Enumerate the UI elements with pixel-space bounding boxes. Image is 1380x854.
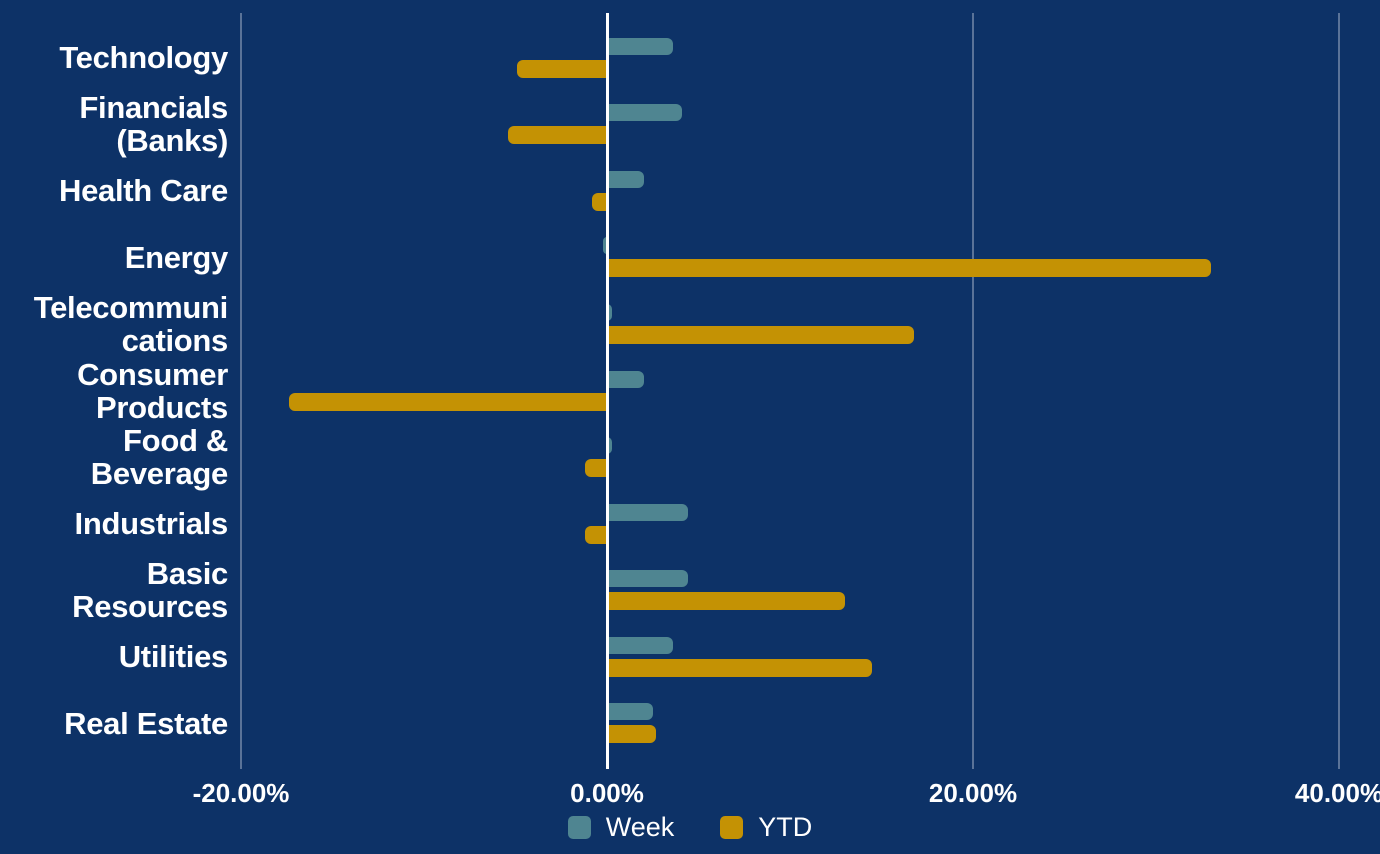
bar-ytd-food-beverage [585,459,607,478]
bar-week-industrials [607,503,688,521]
bar-week-consumer-products [607,370,644,388]
bar-ytd-energy [607,259,1211,278]
x-tick-label-0-00: 0.00% [570,778,644,808]
legend-swatch-week-icon [567,816,591,839]
legend-item-week: Week [567,812,675,843]
bar-week-utilities [607,636,673,654]
category-label-energy: Energy [124,239,229,275]
category-label-telecommuni-cations: Telecommuni cations [33,289,229,358]
category-label-technology: Technology [59,40,228,76]
category-label-industrials: Industrials [74,506,229,542]
zero-axis-line [605,13,609,769]
category-label-basic-resources: Basic Resources [72,556,228,625]
legend-label-week: Week [605,812,675,842]
bar-ytd-consumer-products [288,392,607,411]
x-tick-label-20-00: 20.00% [928,778,1018,808]
bar-week-energy [603,237,607,255]
gridline-20-00 [972,13,974,769]
legend-swatch-ytd-icon [720,816,744,839]
bar-ytd-telecommuni-cations [607,325,915,344]
bar-week-health-care [607,170,644,188]
x-tick-label-20-00: -20.00% [192,778,290,808]
bar-week-technology [607,37,673,55]
bar-ytd-real-estate [607,725,657,744]
bar-week-real-estate [607,703,653,721]
bar-ytd-basic-resources [607,592,845,611]
x-tick-label-40-00: 40.00% [1294,778,1380,808]
bar-ytd-health-care [592,192,607,211]
bar-ytd-industrials [585,525,607,544]
category-label-financials-banks: Financials (Banks) [79,90,228,159]
category-label-food-beverage: Food & Beverage [90,423,229,492]
chart-legend: Week YTD [0,812,1380,843]
category-label-health-care: Health Care [59,173,228,209]
bar-week-financials-banks [607,104,683,122]
legend-item-ytd: YTD [720,812,812,843]
legend-label-ytd: YTD [758,812,813,842]
gridline-20-00 [240,13,242,769]
bar-week-food-beverage [607,437,613,455]
category-label-consumer-products: Consumer Products [77,356,228,425]
bar-ytd-financials-banks [508,126,607,145]
bar-week-telecommuni-cations [607,303,613,321]
gridline-40-00 [1338,13,1340,769]
category-label-real-estate: Real Estate [64,705,228,741]
bar-ytd-technology [517,59,607,78]
bar-ytd-utilities [607,658,873,677]
bar-week-basic-resources [607,570,688,588]
category-label-utilities: Utilities [118,639,229,675]
